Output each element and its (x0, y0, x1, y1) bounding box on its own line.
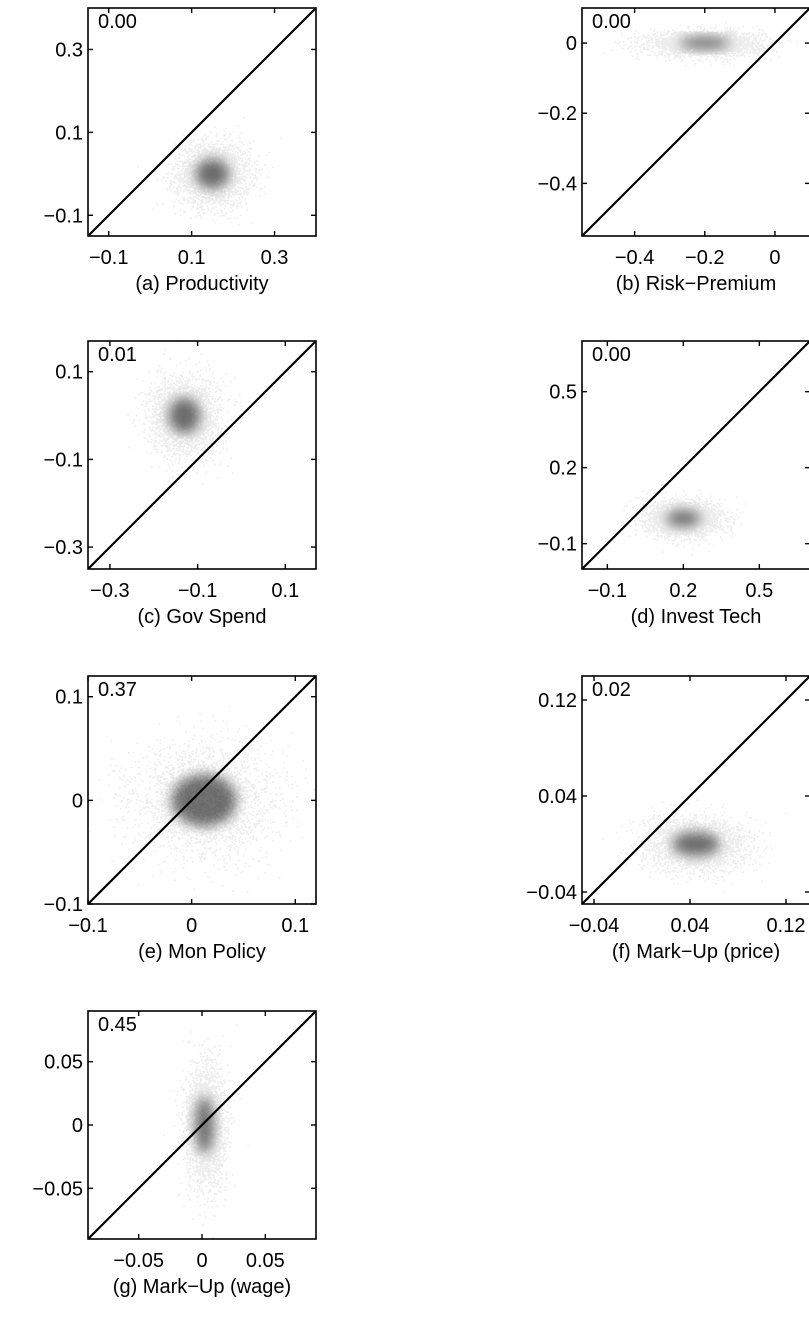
y-tick-label: −0.1 (44, 449, 83, 471)
diagonal-line (582, 8, 809, 236)
diagonal-line (88, 341, 316, 569)
y-tick-label: 0.3 (55, 39, 83, 61)
y-tick-label: 0.05 (44, 1052, 83, 1074)
y-tick-label: −0.4 (538, 173, 577, 195)
density-cloud (623, 484, 747, 556)
diagonal-line (88, 1011, 316, 1239)
x-tick-label: 0.12 (767, 915, 806, 937)
plot-frame (87, 675, 317, 905)
y-tick-label: −0.04 (526, 882, 577, 904)
plot-frame (581, 7, 809, 237)
x-tick-label: 0.1 (178, 247, 206, 269)
corner-value: 0.00 (98, 11, 137, 33)
y-tick-label: −0.1 (538, 534, 577, 556)
x-tick-label: 0.2 (669, 580, 697, 602)
y-tick-label: 0 (72, 1115, 83, 1137)
diagonal-line (582, 676, 809, 904)
panel-d: −0.1 0.2 0.5 −0.1 0.2 0.5 0.00 (d) Invest Tech (538, 340, 809, 628)
panel-caption: (a) Productivity (135, 273, 268, 295)
diagonal-line (88, 676, 316, 904)
y-tick-label: 0.12 (538, 690, 577, 712)
x-tick-label: −0.1 (588, 580, 627, 602)
plot-frame (87, 7, 317, 237)
y-tick-label: 0.5 (549, 382, 577, 404)
x-tick-label: 0 (196, 1250, 207, 1272)
density-cloud (162, 1024, 249, 1239)
panel-caption: (f) Mark−Up (price) (612, 941, 780, 963)
y-tick-label: 0 (72, 790, 83, 812)
corner-value: 0.00 (592, 11, 631, 33)
panel-e: −0.1 0 0.1 −0.1 0 0.1 0.37 (e) Mon Policy (44, 675, 317, 963)
y-tick-label: −0.05 (32, 1178, 83, 1200)
panel-caption: (b) Risk−Premium (616, 273, 777, 295)
y-tick-label: −0.1 (44, 205, 83, 227)
x-tick-label: 0.05 (246, 1250, 285, 1272)
y-tick-label: −0.2 (538, 103, 577, 125)
panel-c: −0.3 −0.1 0.1 −0.3 −0.1 0.1 0.01 (c) Gov Spend (44, 340, 317, 628)
x-tick-label: −0.2 (685, 247, 724, 269)
y-tick-label: 0.1 (55, 362, 83, 384)
x-tick-label: 0.1 (271, 580, 299, 602)
plot-frame (87, 340, 317, 570)
density-cloud (602, 799, 787, 894)
density-cloud (88, 705, 315, 902)
corner-value: 0.45 (98, 1014, 137, 1036)
corner-value: 0.01 (98, 344, 137, 366)
y-tick-label: 0.04 (538, 786, 577, 808)
x-tick-label: −0.05 (113, 1250, 164, 1272)
x-tick-label: 0.5 (745, 580, 773, 602)
density-cloud (603, 22, 798, 67)
x-tick-label: −0.3 (90, 580, 129, 602)
x-tick-label: −0.1 (178, 580, 217, 602)
x-tick-label: 0 (186, 915, 197, 937)
panel-caption: (e) Mon Policy (138, 941, 266, 963)
y-tick-label: 0.1 (55, 122, 83, 144)
corner-value: 0.02 (592, 679, 631, 701)
x-tick-label: −0.1 (68, 915, 107, 937)
panel-g: −0.05 0 0.05 −0.05 0 0.05 0.45 (g) Mark−Up (wag… (32, 1010, 317, 1298)
x-tick-label: −0.04 (569, 915, 620, 937)
x-tick-label: 0.3 (261, 247, 289, 269)
panel-caption: (c) Gov Spend (138, 606, 267, 628)
corner-value: 0.00 (592, 344, 631, 366)
y-tick-label: 0.1 (55, 687, 83, 709)
density-cloud (127, 341, 244, 485)
x-tick-label: 0 (769, 247, 780, 269)
y-tick-label: 0.2 (549, 458, 577, 480)
x-tick-label: 0.1 (281, 915, 309, 937)
y-tick-label: 0 (566, 33, 577, 55)
panel-caption: (g) Mark−Up (wage) (113, 1276, 291, 1298)
panel-a: −0.1 0.1 0.3 −0.1 0.1 0.3 0.00 (a) Productivity (44, 7, 317, 295)
plot-frame (581, 675, 809, 905)
y-tick-label: −0.1 (44, 894, 83, 916)
panel-caption: (d) Invest Tech (631, 606, 762, 628)
x-tick-label: 0.04 (671, 915, 710, 937)
diagonal-line (88, 8, 316, 236)
panel-f: −0.04 0.04 0.12 −0.04 0.04 0.12 0.02 (f) Mark−U… (526, 675, 809, 963)
y-tick-label: −0.3 (44, 537, 83, 559)
x-tick-label: −0.4 (615, 247, 654, 269)
plot-frame (581, 340, 809, 570)
density-cloud (137, 116, 282, 226)
panel-b: −0.4 −0.2 0 −0.4 −0.2 0 0.00 (b) Risk−Premium (538, 7, 809, 295)
x-tick-label: −0.1 (89, 247, 128, 269)
corner-value: 0.37 (98, 679, 137, 701)
diagonal-line (582, 341, 809, 569)
